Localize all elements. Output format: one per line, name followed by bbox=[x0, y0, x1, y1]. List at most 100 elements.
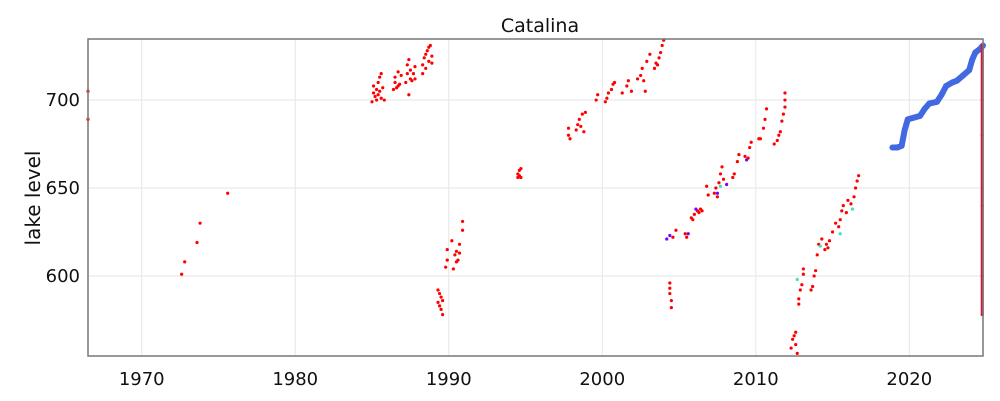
data-point bbox=[735, 160, 739, 164]
data-point bbox=[798, 288, 802, 292]
data-point bbox=[949, 79, 956, 86]
data-point bbox=[456, 258, 460, 262]
data-point bbox=[926, 100, 933, 107]
data-point bbox=[424, 66, 428, 70]
data-point bbox=[846, 198, 850, 202]
data-point bbox=[645, 59, 649, 63]
data-point bbox=[437, 304, 442, 308]
data-point bbox=[594, 98, 598, 102]
data-point bbox=[778, 130, 782, 134]
data-point bbox=[857, 174, 861, 178]
data-point bbox=[439, 295, 443, 299]
data-point bbox=[855, 179, 859, 183]
data-point bbox=[841, 203, 845, 208]
data-point bbox=[763, 117, 767, 121]
data-point bbox=[421, 63, 425, 67]
data-point bbox=[795, 351, 799, 355]
x-tick-label: 1970 bbox=[119, 369, 165, 390]
data-point bbox=[743, 154, 747, 158]
data-point bbox=[460, 219, 465, 224]
data-point bbox=[430, 61, 434, 65]
data-point bbox=[777, 133, 781, 137]
data-point bbox=[620, 91, 624, 95]
data-point bbox=[794, 342, 798, 347]
data-point bbox=[810, 284, 815, 289]
data-point bbox=[820, 237, 824, 241]
data-point bbox=[371, 84, 376, 88]
data-point bbox=[659, 50, 663, 55]
data-point bbox=[655, 63, 660, 67]
data-point bbox=[720, 165, 724, 169]
data-point bbox=[692, 212, 696, 216]
tick-labels: 1970 1980 1990 2000 2010 2020 600 650 700 bbox=[46, 90, 933, 390]
data-point bbox=[519, 175, 523, 180]
data-point bbox=[596, 93, 600, 97]
data-point bbox=[853, 186, 858, 190]
data-point bbox=[411, 72, 416, 76]
data-point bbox=[665, 237, 669, 241]
data-point bbox=[410, 79, 414, 83]
data-point bbox=[668, 286, 672, 290]
data-point bbox=[933, 98, 940, 105]
data-point bbox=[577, 117, 581, 121]
data-point bbox=[180, 272, 184, 276]
data-point bbox=[445, 247, 449, 252]
data-point bbox=[437, 291, 442, 296]
data-point bbox=[671, 235, 675, 239]
data-point bbox=[396, 70, 400, 74]
data-point bbox=[715, 191, 720, 195]
data-point bbox=[718, 184, 723, 188]
data-point bbox=[721, 177, 726, 181]
data-point bbox=[849, 202, 853, 206]
data-point bbox=[705, 184, 709, 188]
data-point bbox=[430, 54, 434, 58]
data-point bbox=[797, 302, 801, 306]
data-point bbox=[717, 181, 721, 185]
data-point bbox=[375, 87, 379, 92]
data-point bbox=[697, 211, 701, 215]
data-point bbox=[436, 288, 440, 292]
x-tick-label: 2000 bbox=[579, 369, 625, 390]
data-point bbox=[422, 56, 426, 60]
data-point bbox=[427, 59, 431, 63]
data-point bbox=[519, 167, 523, 171]
data-point bbox=[226, 191, 230, 195]
data-point bbox=[643, 89, 647, 93]
data-point bbox=[424, 52, 428, 56]
data-point bbox=[660, 43, 664, 48]
data-point bbox=[580, 112, 584, 116]
x-tick-label: 2010 bbox=[733, 369, 779, 390]
data-point bbox=[648, 52, 652, 56]
data-points bbox=[86, 38, 986, 355]
data-point bbox=[731, 175, 735, 180]
data-point bbox=[814, 269, 818, 273]
data-point bbox=[966, 67, 973, 74]
data-point bbox=[444, 265, 448, 269]
data-point bbox=[639, 73, 643, 78]
data-point bbox=[910, 114, 917, 121]
data-point bbox=[375, 98, 379, 102]
data-point bbox=[453, 253, 457, 257]
data-point bbox=[668, 233, 672, 238]
data-point bbox=[840, 209, 844, 213]
data-point bbox=[700, 209, 704, 213]
data-point bbox=[960, 72, 967, 79]
data-point bbox=[844, 211, 848, 215]
data-point bbox=[749, 140, 753, 144]
data-point bbox=[379, 72, 383, 76]
data-point bbox=[657, 56, 661, 60]
data-point bbox=[917, 112, 924, 119]
data-point bbox=[612, 80, 617, 85]
data-point bbox=[809, 288, 813, 292]
data-point bbox=[568, 137, 572, 141]
data-point bbox=[450, 239, 454, 243]
data-point bbox=[428, 43, 432, 48]
data-point bbox=[901, 126, 908, 133]
data-point bbox=[837, 225, 841, 229]
x-tick-label: 1990 bbox=[426, 369, 472, 390]
data-point bbox=[393, 75, 397, 79]
data-point bbox=[826, 246, 830, 250]
data-point bbox=[795, 277, 799, 282]
data-point bbox=[668, 291, 672, 296]
